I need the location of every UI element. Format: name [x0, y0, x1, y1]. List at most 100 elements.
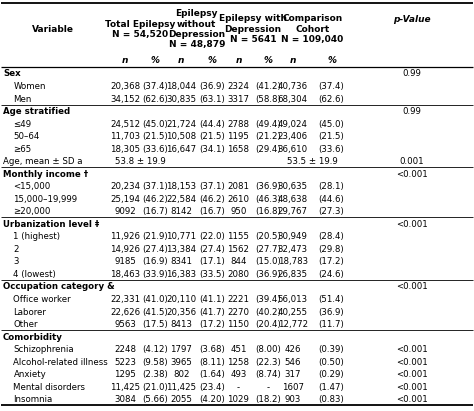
Text: Women: Women: [13, 82, 46, 91]
Text: (58.8): (58.8): [255, 95, 281, 104]
Text: 26,835: 26,835: [278, 270, 308, 279]
Text: (46.2): (46.2): [200, 195, 225, 204]
Text: (28.4): (28.4): [319, 232, 345, 241]
Text: 20,368: 20,368: [110, 82, 140, 91]
Text: 9185: 9185: [114, 257, 136, 266]
Text: 11,425: 11,425: [166, 383, 196, 392]
Text: 2324: 2324: [228, 82, 249, 91]
Text: <0.001: <0.001: [396, 170, 428, 179]
Text: 0.99: 0.99: [402, 69, 421, 79]
Text: 53.5 ± 19.9: 53.5 ± 19.9: [287, 157, 338, 166]
Text: (16.8): (16.8): [255, 207, 281, 216]
Text: (8.11): (8.11): [200, 358, 225, 367]
Text: 49,024: 49,024: [278, 120, 308, 129]
Text: 426: 426: [284, 345, 301, 354]
Text: -: -: [266, 383, 269, 392]
Text: (17.2): (17.2): [319, 257, 345, 266]
Text: 23,406: 23,406: [278, 132, 308, 141]
Text: 2788: 2788: [228, 120, 249, 129]
Text: 16,647: 16,647: [166, 145, 196, 154]
Text: %: %: [327, 56, 336, 65]
Text: (41.7): (41.7): [200, 307, 225, 316]
Text: 2080: 2080: [228, 270, 249, 279]
Text: 2081: 2081: [228, 182, 249, 191]
Text: Comparison
Cohort
N = 109,040: Comparison Cohort N = 109,040: [282, 14, 344, 44]
Text: <0.001: <0.001: [396, 220, 428, 229]
Text: n: n: [122, 56, 128, 65]
Text: n: n: [235, 56, 242, 65]
Text: 2055: 2055: [170, 395, 192, 404]
Text: (33.6): (33.6): [319, 145, 345, 154]
Text: (27.4): (27.4): [200, 245, 225, 254]
Text: 1155: 1155: [228, 232, 249, 241]
Text: 20,110: 20,110: [166, 295, 196, 304]
Text: Sex: Sex: [3, 69, 21, 79]
Text: (9.58): (9.58): [142, 358, 168, 367]
Text: 20,234: 20,234: [110, 182, 140, 191]
Text: Anxiety: Anxiety: [13, 370, 46, 379]
Text: 11,425: 11,425: [110, 383, 140, 392]
Text: p-Value: p-Value: [393, 15, 431, 23]
Text: 56,013: 56,013: [278, 295, 308, 304]
Text: 1258: 1258: [228, 358, 249, 367]
Text: <0.001: <0.001: [396, 358, 428, 367]
Text: 15,000–19,999: 15,000–19,999: [13, 195, 78, 204]
Text: 1150: 1150: [228, 320, 249, 329]
Text: 1 (highest): 1 (highest): [13, 232, 61, 241]
Text: %: %: [208, 56, 217, 65]
Text: 0.99: 0.99: [402, 107, 421, 116]
Text: Epilepsy
without
Depression
N = 48,879: Epilepsy without Depression N = 48,879: [168, 9, 226, 49]
Text: (29.4): (29.4): [255, 145, 281, 154]
Text: (5.66): (5.66): [142, 395, 168, 404]
Text: Monthly income †: Monthly income †: [3, 170, 88, 179]
Text: (63.1): (63.1): [200, 95, 225, 104]
Text: 13,384: 13,384: [166, 245, 196, 254]
Text: 18,783: 18,783: [278, 257, 308, 266]
Text: 3084: 3084: [114, 395, 136, 404]
Text: (4.20): (4.20): [200, 395, 225, 404]
Text: 1797: 1797: [170, 345, 192, 354]
Text: 546: 546: [284, 358, 301, 367]
Text: 50–64: 50–64: [13, 132, 40, 141]
Text: Office worker: Office worker: [13, 295, 71, 304]
Text: 32,473: 32,473: [278, 245, 308, 254]
Text: (41.5): (41.5): [142, 307, 168, 316]
Text: (1.47): (1.47): [319, 383, 345, 392]
Text: (22.0): (22.0): [200, 232, 225, 241]
Text: 22,626: 22,626: [110, 307, 140, 316]
Text: (24.6): (24.6): [319, 270, 345, 279]
Text: 48,638: 48,638: [278, 195, 308, 204]
Text: (21.2): (21.2): [255, 132, 281, 141]
Text: (44.4): (44.4): [200, 120, 225, 129]
Text: 1607: 1607: [282, 383, 304, 392]
Text: 11,926: 11,926: [110, 232, 140, 241]
Text: 30,949: 30,949: [278, 232, 308, 241]
Text: 4 (lowest): 4 (lowest): [13, 270, 56, 279]
Text: 25,194: 25,194: [110, 195, 140, 204]
Text: 844: 844: [230, 257, 246, 266]
Text: <0.001: <0.001: [396, 282, 428, 291]
Text: <0.001: <0.001: [396, 370, 428, 379]
Text: (51.4): (51.4): [319, 295, 345, 304]
Text: (36.9): (36.9): [255, 270, 281, 279]
Text: (39.4): (39.4): [255, 295, 281, 304]
Text: 2610: 2610: [228, 195, 249, 204]
Text: -: -: [237, 383, 240, 392]
Text: ≥20,000: ≥20,000: [13, 207, 51, 216]
Text: (41.1): (41.1): [200, 295, 225, 304]
Text: (37.1): (37.1): [200, 182, 225, 191]
Text: (17.1): (17.1): [200, 257, 225, 266]
Text: (2.38): (2.38): [142, 370, 168, 379]
Text: 3: 3: [13, 257, 19, 266]
Text: 8413: 8413: [170, 320, 192, 329]
Text: (20.5): (20.5): [255, 232, 281, 241]
Text: (15.0): (15.0): [255, 257, 281, 266]
Text: 9092: 9092: [114, 207, 136, 216]
Text: 53.8 ± 19.9: 53.8 ± 19.9: [115, 157, 165, 166]
Text: (1.64): (1.64): [200, 370, 225, 379]
Text: 14,926: 14,926: [110, 245, 140, 254]
Text: (28.1): (28.1): [319, 182, 345, 191]
Text: Other: Other: [13, 320, 38, 329]
Text: (17.5): (17.5): [142, 320, 168, 329]
Text: (22.3): (22.3): [255, 358, 281, 367]
